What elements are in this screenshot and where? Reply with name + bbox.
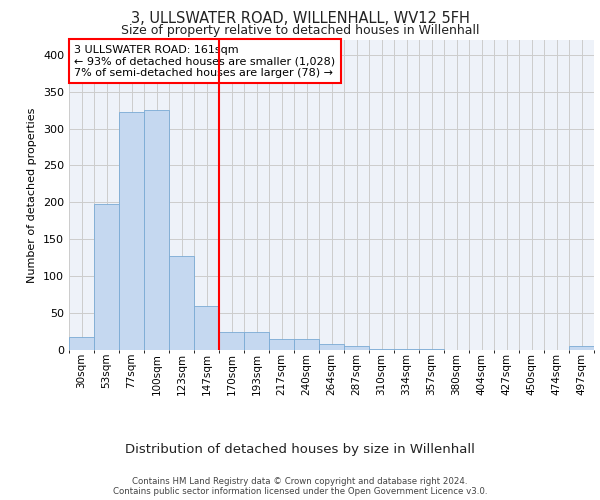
Bar	[369, 348, 394, 350]
Text: Contains HM Land Registry data © Crown copyright and database right 2024.
Contai: Contains HM Land Registry data © Crown c…	[113, 476, 487, 496]
Y-axis label: Number of detached properties: Number of detached properties	[28, 108, 37, 282]
Text: 3 ULLSWATER ROAD: 161sqm
← 93% of detached houses are smaller (1,028)
7% of semi: 3 ULLSWATER ROAD: 161sqm ← 93% of detach…	[74, 44, 335, 78]
Bar	[394, 348, 419, 350]
Bar	[69, 336, 94, 350]
Bar	[294, 339, 319, 350]
Bar	[419, 348, 444, 350]
Bar	[569, 346, 594, 350]
Bar	[344, 346, 369, 350]
Bar	[319, 344, 344, 350]
Bar	[269, 339, 294, 350]
Bar	[194, 306, 219, 350]
Text: Distribution of detached houses by size in Willenhall: Distribution of detached houses by size …	[125, 442, 475, 456]
Bar	[94, 204, 119, 350]
Bar	[119, 112, 144, 350]
Bar	[144, 110, 169, 350]
Text: 3, ULLSWATER ROAD, WILLENHALL, WV12 5FH: 3, ULLSWATER ROAD, WILLENHALL, WV12 5FH	[131, 11, 469, 26]
Bar	[244, 332, 269, 350]
Bar	[169, 256, 194, 350]
Bar	[219, 332, 244, 350]
Text: Size of property relative to detached houses in Willenhall: Size of property relative to detached ho…	[121, 24, 479, 37]
